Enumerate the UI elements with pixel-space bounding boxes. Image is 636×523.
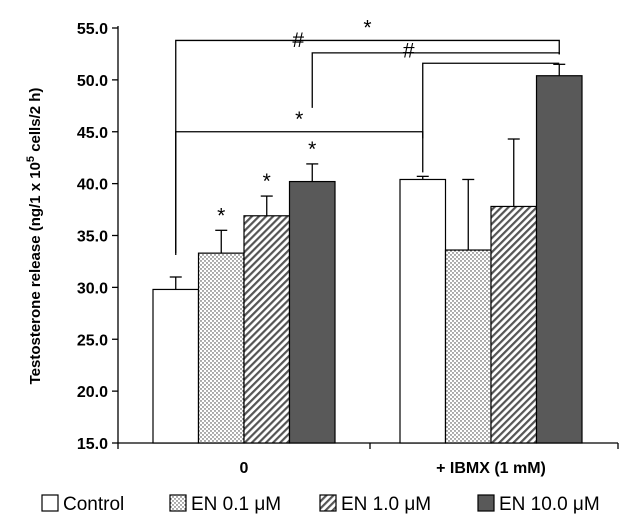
- legend-swatch: [319, 494, 337, 512]
- significance-brackets: * # # *: [175, 16, 560, 255]
- bar: [535, 75, 583, 444]
- bar: [197, 252, 245, 444]
- legend: Control EN 0.1 μM EN 1.0 μM EN 10.0 μM: [41, 494, 600, 515]
- legend-swatch: [169, 494, 187, 512]
- bracket-label: *: [363, 16, 371, 39]
- bar: [152, 288, 200, 444]
- y-tick-label: 20.0: [77, 384, 108, 401]
- y-tick-label: 45.0: [77, 125, 108, 142]
- bar: [399, 178, 447, 444]
- significance-star: *: [308, 138, 316, 161]
- bracket-label: #: [403, 39, 415, 62]
- legend-label: Control: [63, 494, 124, 515]
- bar: [444, 249, 492, 444]
- bar: [490, 205, 538, 444]
- y-tick-label: 35.0: [77, 229, 108, 246]
- y-tick-label: 30.0: [77, 280, 108, 297]
- y-tick-label: 40.0: [77, 177, 108, 194]
- y-tick-label: 55.0: [77, 21, 108, 38]
- legend-swatch: [41, 494, 59, 512]
- y-tick-label: 15.0: [77, 436, 108, 453]
- error-bars: [169, 63, 566, 290]
- bracket: [175, 131, 424, 253]
- legend-swatch: [477, 494, 495, 512]
- significance-star: *: [217, 204, 225, 227]
- category-label: + IBMX (1 mM): [436, 460, 546, 477]
- y-tick-labels: 15.0 20.0 25.0 30.0 35.0 40.0 45.0 50.0 55.0: [77, 21, 108, 453]
- y-tick-label: 50.0: [77, 73, 108, 90]
- y-tick-label: 25.0: [77, 332, 108, 349]
- bar: [288, 180, 336, 444]
- bracket: [311, 52, 560, 108]
- bar: [243, 215, 291, 444]
- significance-star: *: [263, 170, 271, 193]
- bars: [152, 75, 583, 444]
- category-labels: 0 + IBMX (1 mM): [240, 460, 546, 477]
- legend-label: EN 0.1 μM: [191, 494, 281, 515]
- bracket-label: #: [292, 29, 304, 52]
- y-axis-label: Testosterone release (ng/1 x 105 cells/2…: [25, 88, 44, 385]
- significance-annotations: * * *: [217, 138, 316, 227]
- bracket: [422, 62, 560, 139]
- legend-label: EN 1.0 μM: [341, 494, 431, 515]
- category-label: 0: [240, 460, 249, 477]
- legend-label: EN 10.0 μM: [499, 494, 600, 515]
- bracket-label: *: [295, 108, 303, 131]
